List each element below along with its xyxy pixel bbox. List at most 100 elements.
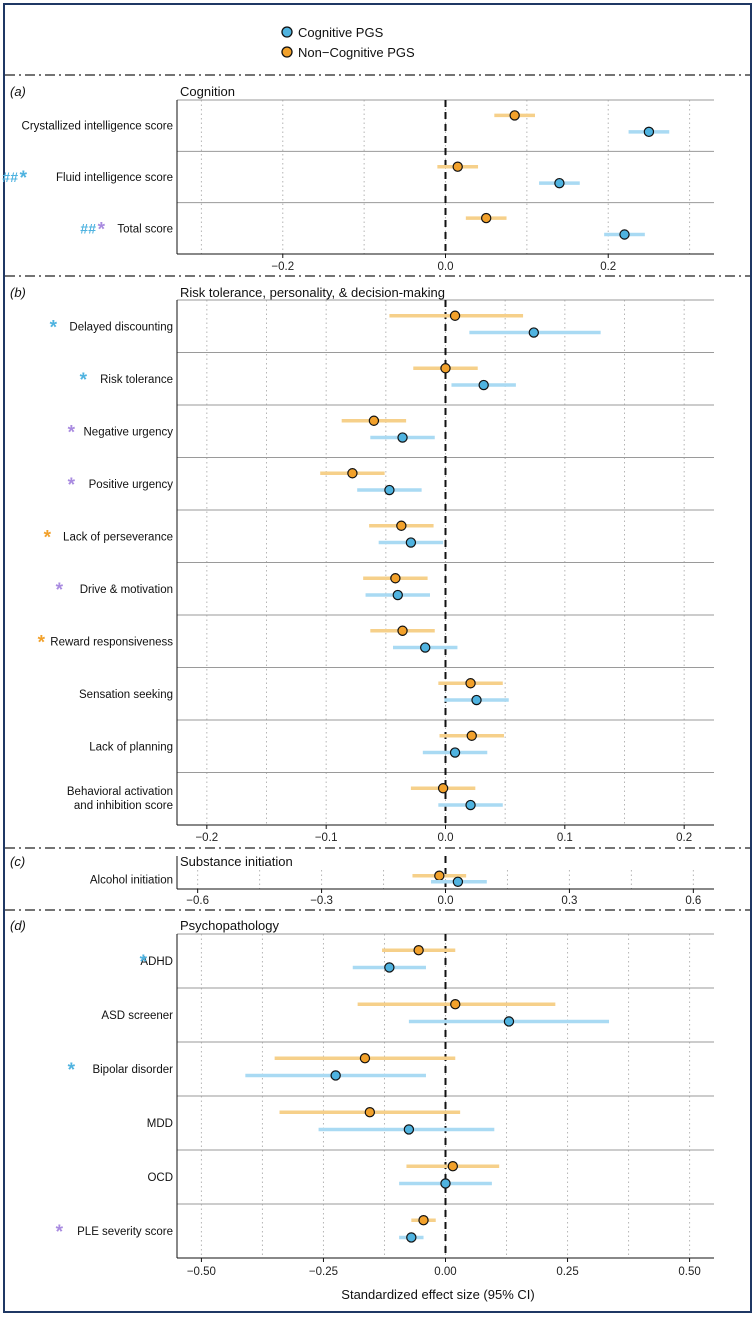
point-cognitive	[528, 327, 540, 338]
x-tick-label: −0.6	[186, 895, 209, 907]
row-label-sensation-seeking: Sensation seeking	[79, 689, 173, 701]
row-label-alcohol-initiation: Alcohol initiation	[90, 875, 173, 887]
figure-border	[3, 3, 752, 1313]
point-noncognitive	[397, 625, 408, 636]
separator-lines	[5, 74, 750, 911]
point-noncognitive	[480, 212, 492, 224]
point-cognitive	[440, 1178, 451, 1189]
row-label-adhd: ADHD	[140, 956, 173, 968]
significance-marker: *	[20, 168, 28, 189]
point-cognitive	[452, 876, 464, 887]
x-tick-label: −0.2	[195, 832, 218, 844]
significance-marker: #	[10, 169, 18, 185]
row-label-lack-of-perseverance: Lack of perseverance	[63, 531, 173, 543]
point-noncognitive	[390, 573, 401, 584]
panel-2-title: Risk tolerance, personality, & decision-…	[180, 285, 445, 300]
row-label-bipolar-disorder: Bipolar disorder	[92, 1064, 173, 1076]
panel-4-title: Psychopathology	[180, 918, 280, 933]
significance-marker: *	[98, 219, 106, 240]
x-axis-title: Standardized effect size (95% CI)	[341, 1287, 534, 1302]
panel-2-tag: (b)	[10, 285, 26, 300]
legend: Cognitive PGS Non−Cognitive PGS	[281, 25, 415, 60]
legend-noncognitive-label: Non−Cognitive PGS	[298, 45, 415, 60]
significance-marker: *	[38, 632, 46, 653]
row-label-crystallized-intelligence-score: Crystallized intelligence score	[22, 121, 173, 133]
point-cognitive	[406, 1232, 417, 1243]
point-noncognitive	[440, 363, 451, 374]
legend-noncognitive-swatch	[281, 46, 293, 58]
significance-marker: *	[56, 1222, 64, 1243]
x-tick-label: 0.2	[676, 832, 692, 844]
significance-marker: #	[2, 169, 10, 185]
significance-marker: *	[56, 580, 64, 601]
x-tick-label: 0.0	[438, 895, 454, 907]
x-tick-label: 0.2	[600, 261, 616, 273]
row-label-total-score: Total score	[117, 223, 173, 235]
row-label-fluid-intelligence-score: Fluid intelligence score	[56, 172, 173, 184]
row-label-risk-tolerance: Risk tolerance	[100, 374, 173, 386]
point-noncognitive	[368, 415, 380, 426]
significance-marker: #	[80, 220, 88, 236]
row-label-mdd: MDD	[147, 1118, 173, 1130]
legend-cognitive-label: Cognitive PGS	[298, 25, 384, 40]
row-label-delayed-discounting: Delayed discounting	[69, 321, 173, 333]
row-label-reward-responsiveness: Reward responsiveness	[50, 636, 173, 648]
x-tick-label: 0.1	[557, 832, 573, 844]
point-noncognitive	[396, 520, 407, 531]
x-tick-label: −0.2	[271, 261, 294, 273]
row-label-negative-urgency: Negative urgency	[84, 426, 174, 438]
point-noncognitive	[434, 870, 445, 881]
point-cognitive	[330, 1070, 341, 1081]
significance-marker: *	[140, 952, 148, 973]
significance-marker: *	[50, 317, 58, 338]
row-label-positive-urgency: Positive urgency	[89, 479, 174, 491]
point-noncognitive	[449, 310, 461, 321]
row-label-ple-severity-score: PLE severity score	[77, 1226, 173, 1238]
point-noncognitive	[364, 1106, 376, 1118]
point-noncognitive	[452, 161, 463, 172]
x-tick-label: 0.6	[685, 895, 701, 907]
point-cognitive	[403, 1124, 415, 1135]
panel-c-substance: (c) Substance initiation −0.6 −0.3 0.0 0.3 0.6…	[10, 854, 714, 907]
row-label-drive-motivation: Drive & motivation	[80, 584, 173, 596]
x-tick-label: −0.1	[315, 832, 338, 844]
x-tick-label: 0.50	[678, 1266, 700, 1278]
point-cognitive	[384, 962, 395, 973]
row-label-asd-screener: ASD screener	[101, 1010, 173, 1022]
point-cognitive	[420, 642, 431, 653]
row-label-behavioral-activation-and-inhibition-score-line-1: Behavioral activation	[67, 786, 173, 798]
point-noncognitive	[437, 783, 449, 794]
panel-1-title: Cognition	[180, 84, 235, 99]
panel-d-psychopathology: (d) Psychopathology −0.50 −0.25 0.00 0.25 0.50…	[10, 918, 714, 1278]
point-cognitive	[554, 177, 565, 189]
point-noncognitive	[413, 945, 424, 956]
point-cognitive	[465, 799, 476, 811]
significance-marker: *	[68, 1060, 76, 1081]
legend-cognitive-swatch	[281, 26, 293, 38]
row-label-behavioral-activation-and-inhibition-score-line-2: and inhibition score	[74, 800, 173, 812]
x-tick-label: 0.0	[438, 832, 454, 844]
point-cognitive	[384, 484, 395, 496]
point-noncognitive	[509, 110, 520, 121]
point-cognitive	[619, 229, 630, 240]
significance-marker: *	[80, 370, 88, 391]
x-tick-label: −0.50	[187, 1266, 216, 1278]
point-noncognitive	[447, 1160, 459, 1172]
x-tick-label: −0.3	[310, 895, 333, 907]
point-cognitive	[503, 1016, 515, 1027]
point-noncognitive	[465, 678, 476, 689]
point-cognitive	[471, 694, 482, 706]
panel-1-tag: (a)	[10, 84, 26, 99]
point-noncognitive	[418, 1214, 429, 1226]
row-label-ocd: OCD	[147, 1172, 173, 1184]
panel-3-title: Substance initiation	[180, 854, 293, 869]
panel-a-cognition: (a) Cognition −0.2 0.0 0.2 Crystallized intel…	[2, 84, 714, 273]
point-cognitive	[643, 126, 655, 138]
significance-marker: #	[88, 220, 96, 236]
row-label-lack-of-planning: Lack of planning	[89, 741, 173, 753]
point-noncognitive	[347, 468, 358, 479]
point-noncognitive	[466, 730, 477, 741]
significance-marker: *	[68, 475, 76, 496]
panel-4-tag: (d)	[10, 918, 26, 933]
